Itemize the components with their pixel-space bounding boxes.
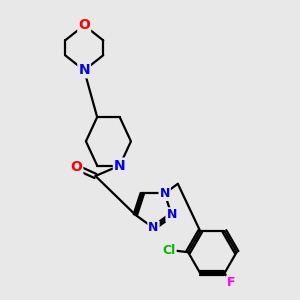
Text: N: N <box>167 208 177 221</box>
Text: O: O <box>78 18 90 32</box>
Text: N: N <box>160 187 170 200</box>
Text: N: N <box>148 221 159 234</box>
Text: N: N <box>114 159 125 172</box>
Text: F: F <box>226 276 235 290</box>
Text: N: N <box>78 63 90 77</box>
Text: O: O <box>70 160 82 174</box>
Text: Cl: Cl <box>162 244 176 257</box>
